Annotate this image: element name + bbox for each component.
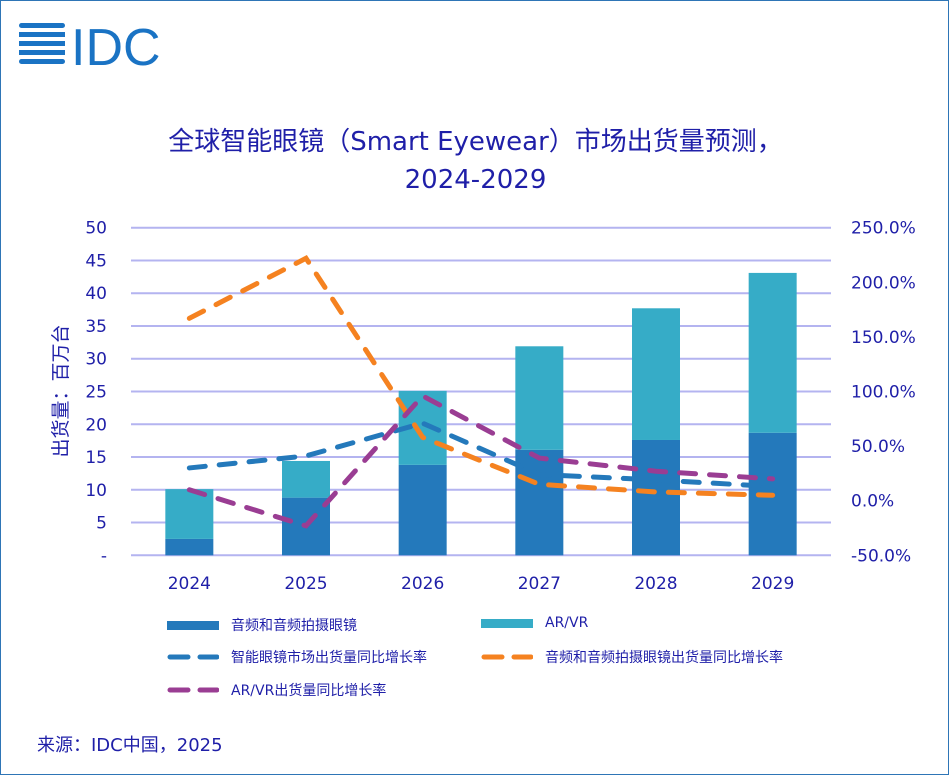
- chart-plot: -5101520253035404550-50.0%0.0%50.0%100.0…: [50, 219, 916, 594]
- legend-item-audio: 音频和音频拍摄眼镜: [167, 615, 357, 635]
- y-tick-label: 20: [85, 415, 107, 435]
- growth-line: [186, 392, 776, 529]
- chart-title-line1: 全球智能眼镜（Smart Eyewear）市场出货量预测，: [168, 127, 783, 157]
- y2-tick-label: 0.0%: [851, 492, 894, 512]
- y-tick-label: 35: [85, 317, 107, 337]
- bar-2024: [165, 538, 214, 556]
- legend-swatch: [481, 618, 533, 628]
- legend-swatch: [167, 654, 219, 660]
- bar-2029: [748, 272, 797, 433]
- legend-swatch: [167, 620, 219, 630]
- y-tick-label: 45: [85, 251, 107, 271]
- y-tick-label: 25: [85, 383, 107, 403]
- legend-label: AR/VR: [545, 615, 589, 631]
- legend-item-arvr-growth: AR/VR出货量同比增长率: [167, 680, 386, 700]
- growth-line: [186, 420, 776, 490]
- bar-2024: [165, 489, 214, 539]
- legend-label: 音频和音频拍摄眼镜出货量同比增长率: [545, 650, 783, 666]
- y2-tick-label: 150.0%: [851, 328, 916, 348]
- legend-swatch: [481, 654, 533, 660]
- legend-label: AR/VR出货量同比增长率: [231, 683, 387, 699]
- y2-tick-label: 250.0%: [851, 219, 916, 239]
- chart-title-line2: 2024-2029: [404, 165, 547, 195]
- y-tick-label: 15: [85, 448, 107, 468]
- x-tick-label: 2027: [518, 574, 561, 594]
- legend-item-arvr: AR/VR: [481, 615, 588, 631]
- growth-line: [186, 255, 776, 498]
- x-tick-label: 2025: [284, 574, 327, 594]
- x-tick-label: 2024: [168, 574, 211, 594]
- x-tick-label: 2028: [634, 574, 677, 594]
- source-note: 来源：IDC中国，2025: [37, 735, 223, 756]
- y-tick-label: 30: [85, 350, 107, 370]
- y-tick-label: 10: [85, 481, 107, 501]
- bar-2028: [632, 439, 680, 556]
- y-axis-label: 出货量：百万台: [50, 324, 72, 457]
- legend-swatch: [167, 687, 219, 693]
- y2-tick-label: 50.0%: [851, 437, 905, 457]
- legend-label: 音频和音频拍摄眼镜: [231, 618, 357, 634]
- legend-item-total-growth: 智能眼镜市场出货量同比增长率: [167, 647, 427, 667]
- y2-tick-label: -50.0%: [851, 546, 911, 566]
- bar-2027: [515, 346, 564, 450]
- y2-tick-label: 200.0%: [851, 273, 916, 293]
- y-tick-label: 5: [96, 514, 107, 534]
- y-tick-label: 50: [85, 219, 107, 239]
- bar-2026: [398, 464, 447, 556]
- y-tick-label: 40: [85, 284, 107, 304]
- bar-2028: [632, 308, 680, 440]
- y-tick-label: -: [101, 546, 107, 566]
- bar-2025: [282, 460, 330, 498]
- y2-tick-label: 100.0%: [851, 383, 916, 403]
- svg-text:IDC: IDC: [71, 19, 161, 75]
- idc-logo: IDC: [19, 19, 161, 75]
- x-tick-label: 2029: [751, 574, 794, 594]
- x-tick-label: 2026: [401, 574, 444, 594]
- legend-item-audio-growth: 音频和音频拍摄眼镜出货量同比增长率: [481, 647, 783, 667]
- legend-label: 智能眼镜市场出货量同比增长率: [231, 650, 427, 666]
